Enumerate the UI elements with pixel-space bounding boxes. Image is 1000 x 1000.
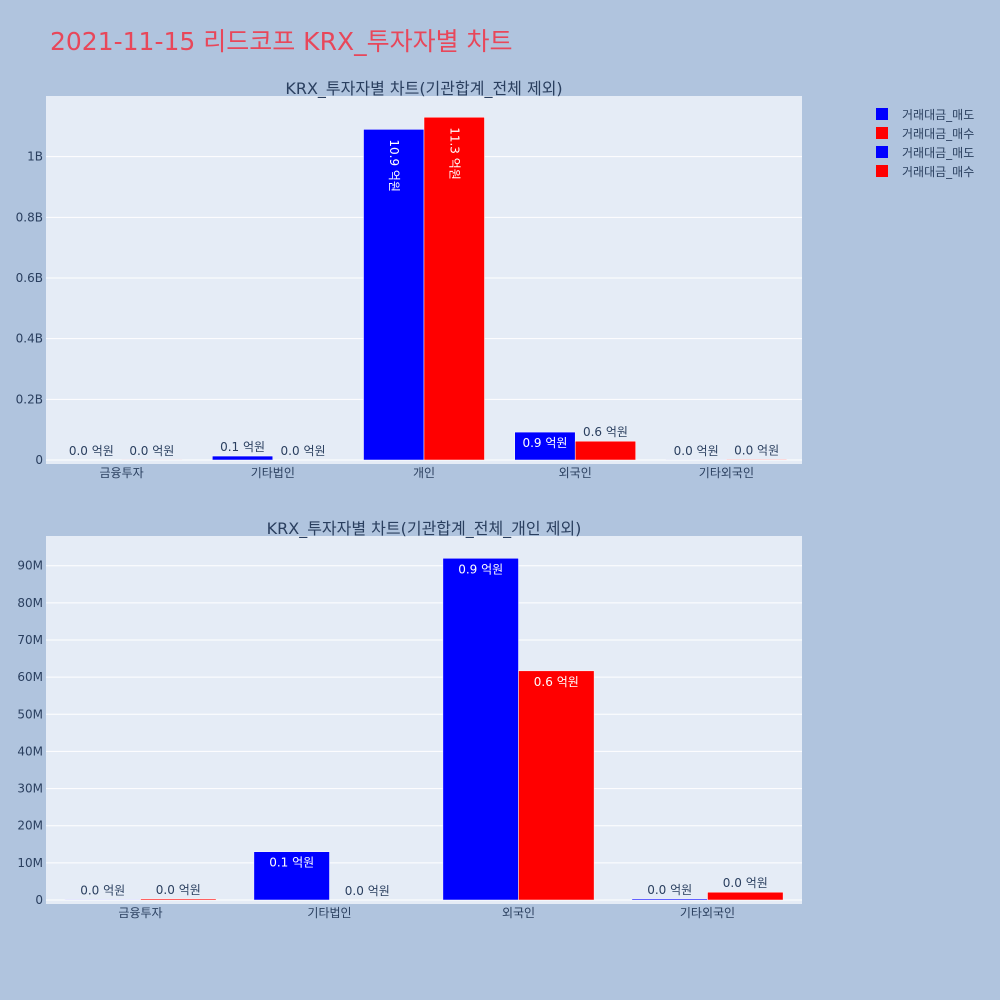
chart-title: KRX_투자자별 차트(기관합계_전체 제외) — [285, 79, 562, 99]
x-tick-label: 기타법인 — [307, 906, 351, 920]
data-label: 0.1 억원 — [220, 440, 265, 454]
data-label: 0.0 억원 — [734, 443, 779, 457]
legend-label[interactable]: 거래대금_매도 — [902, 146, 974, 160]
bar[interactable] — [442, 558, 519, 901]
legend-swatch[interactable] — [876, 108, 888, 120]
bar[interactable] — [518, 670, 595, 901]
data-label: 0.9 억원 — [522, 436, 567, 450]
data-label: 0.9 억원 — [458, 562, 503, 576]
bar[interactable] — [514, 431, 576, 461]
y-tick-label: 0.6B — [16, 271, 43, 285]
data-label: 0.1 억원 — [269, 856, 314, 870]
y-tick-label: 80M — [17, 596, 43, 610]
x-tick-label: 기타법인 — [251, 466, 295, 480]
bar[interactable] — [707, 891, 784, 901]
chart-top: 0 0.2B 0.4B 0.6B 0.8B 1B KRX_투자자별 차트(기관합계_전체 제… — [16, 79, 802, 480]
data-label: 0.0 억원 — [674, 444, 719, 458]
x-tick-label: 외국인 — [502, 906, 535, 920]
bar[interactable] — [631, 898, 708, 901]
data-label: 0.0 억원 — [80, 883, 125, 897]
data-label: 0.0 억원 — [129, 444, 174, 458]
y-tick-label: 10M — [17, 856, 43, 870]
y-tick-label: 0.2B — [16, 392, 43, 406]
y-tick-label: 20M — [17, 819, 43, 833]
x-tick-label: 기타외국인 — [699, 466, 754, 480]
plot-area — [46, 536, 802, 904]
page-title: 2021-11-15 리드코프 KRX_투자자별 차트 — [50, 27, 513, 56]
chart-bottom: 0 10M 20M 30M 40M 50M 60M 70M 80M 90M KRX_투자자별 차트(… — [17, 519, 802, 920]
y-tick-label: 0.4B — [16, 332, 43, 346]
data-label: 0.0 억원 — [723, 876, 768, 890]
y-tick-label: 60M — [17, 670, 43, 684]
x-tick-label: 금융투자 — [100, 466, 144, 480]
data-label: 0.0 억원 — [345, 884, 390, 898]
data-label: 0.0 억원 — [156, 883, 201, 897]
y-tick-label: 70M — [17, 633, 43, 647]
x-tick-label: 금융투자 — [118, 906, 162, 920]
data-label: 10.9 억원 — [387, 139, 401, 192]
data-label: 11.3 억원 — [447, 127, 461, 180]
legend-label[interactable]: 거래대금_매수 — [902, 165, 974, 179]
y-tick-label: 0 — [35, 453, 43, 467]
y-tick-label: 0 — [35, 893, 43, 907]
y-tick-label: 50M — [17, 707, 43, 721]
y-tick-label: 40M — [17, 744, 43, 758]
x-tick-label: 개인 — [413, 466, 435, 480]
data-label: 0.0 억원 — [69, 444, 114, 458]
legend-swatch[interactable] — [876, 146, 888, 158]
y-tick-label: 1B — [27, 150, 43, 164]
bar[interactable] — [253, 851, 330, 901]
data-label: 0.6 억원 — [583, 425, 628, 439]
y-tick-label: 0.8B — [16, 210, 43, 224]
data-label: 0.0 억원 — [281, 444, 326, 458]
bar[interactable] — [140, 898, 217, 901]
bar[interactable] — [726, 459, 788, 461]
bar[interactable] — [363, 129, 425, 461]
y-tick-label: 90M — [17, 559, 43, 573]
x-tick-label: 외국인 — [559, 466, 592, 480]
legend-label[interactable]: 거래대금_매수 — [902, 127, 974, 141]
bar[interactable] — [212, 455, 274, 461]
x-tick-label: 기타외국인 — [680, 906, 735, 920]
data-label: 0.0 억원 — [647, 883, 692, 897]
bar[interactable] — [423, 116, 485, 461]
bar[interactable] — [64, 899, 141, 901]
bar[interactable] — [574, 440, 636, 461]
y-tick-label: 30M — [17, 782, 43, 796]
data-label: 0.6 억원 — [534, 675, 579, 689]
legend-label[interactable]: 거래대금_매도 — [902, 108, 974, 122]
chart-title: KRX_투자자별 차트(기관합계_전체_개인 제외) — [267, 519, 582, 539]
legend-swatch[interactable] — [876, 127, 888, 139]
legend-swatch[interactable] — [876, 165, 888, 177]
